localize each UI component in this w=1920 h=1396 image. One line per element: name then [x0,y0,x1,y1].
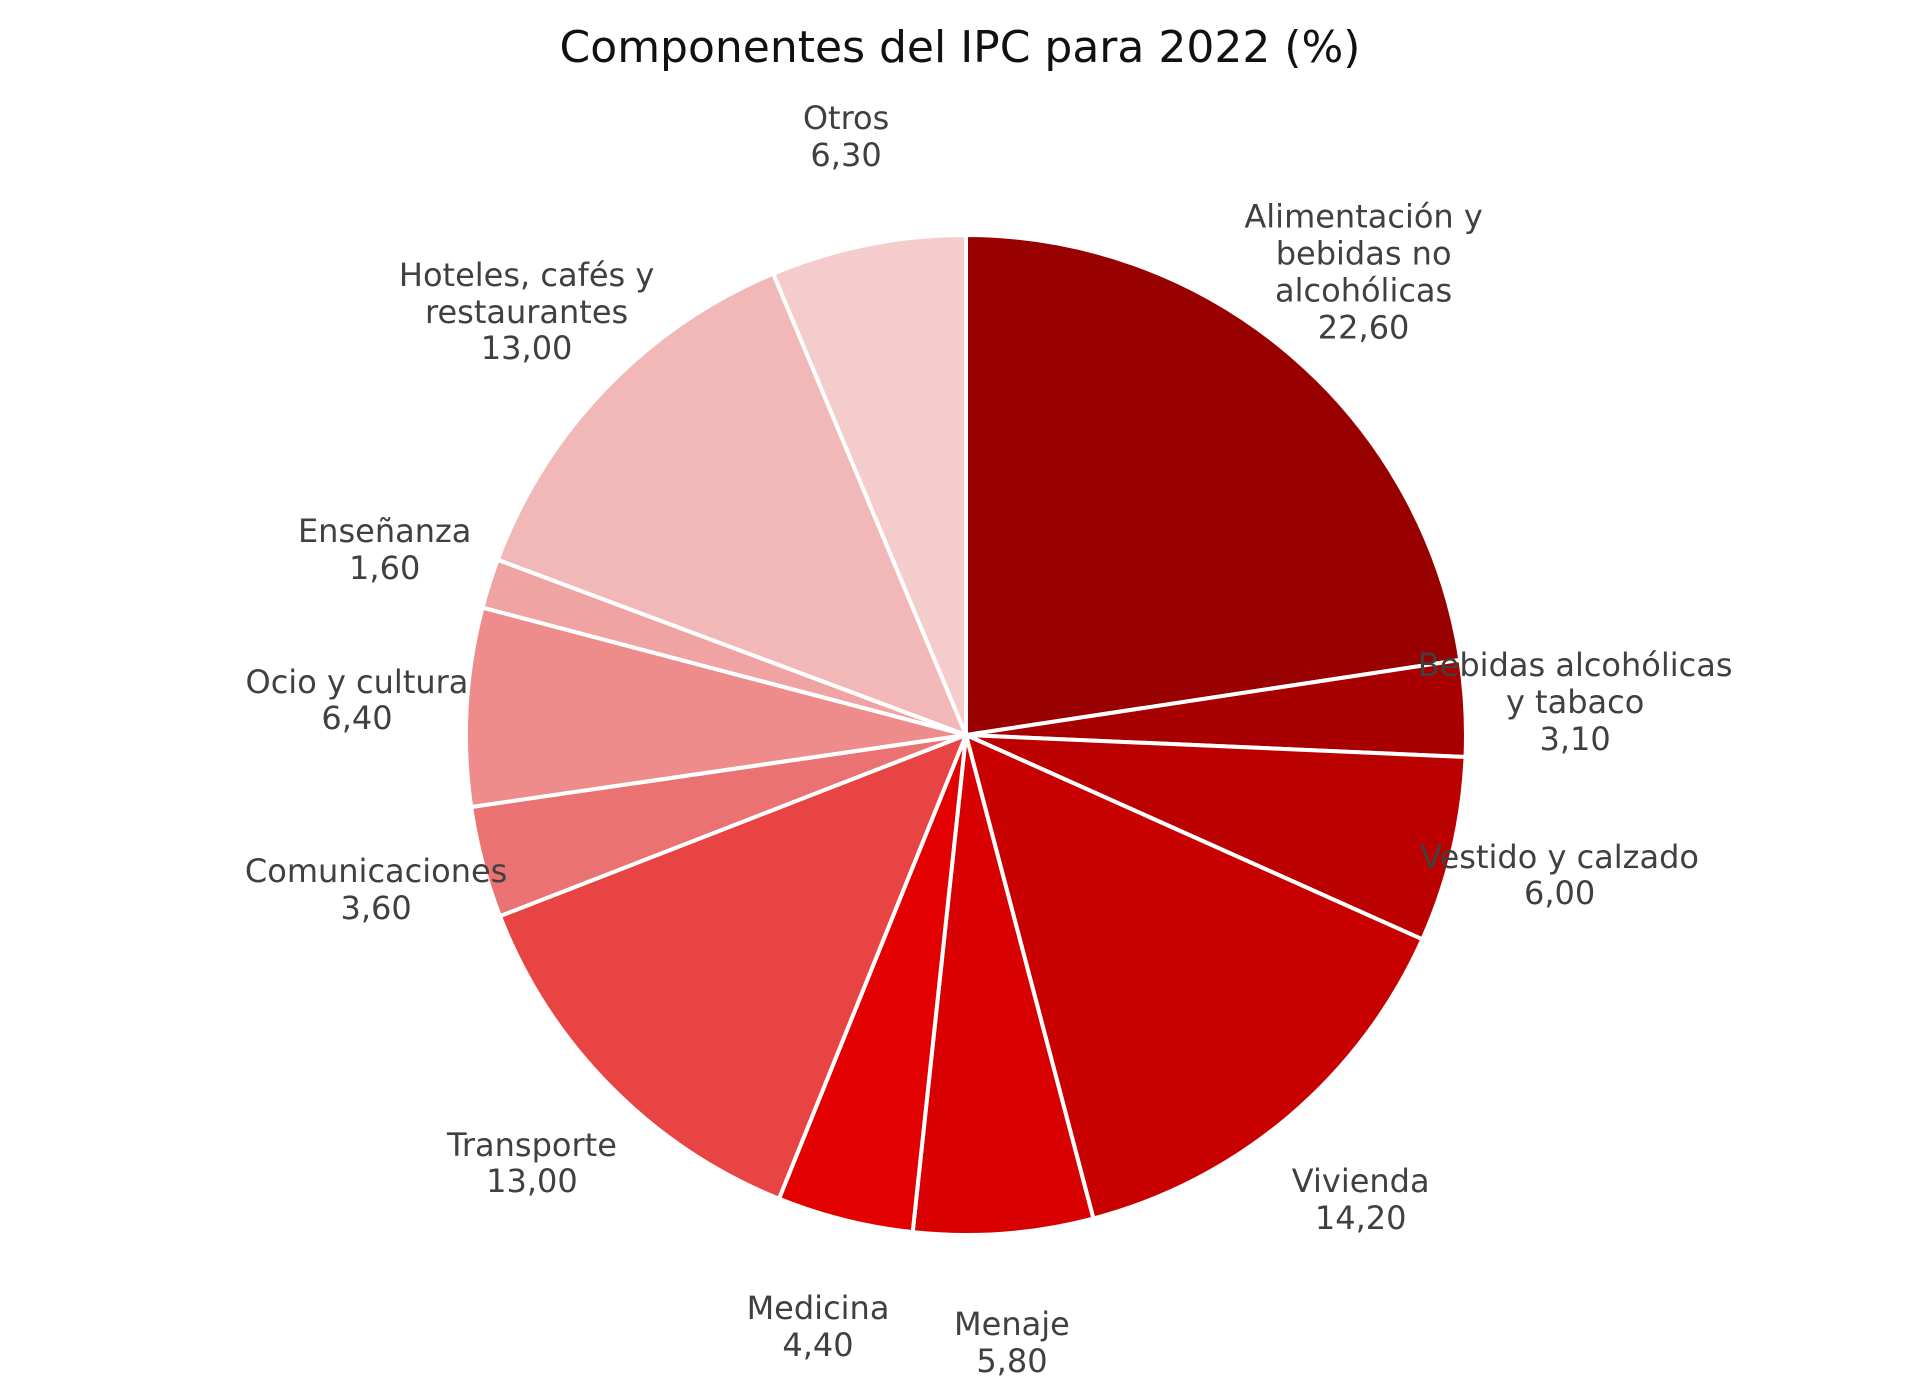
category-label: Comunicaciones [244,852,508,891]
slice-label: Medicina 4,40 [653,1290,983,1364]
slice-label: Transporte 13,00 [367,1127,697,1201]
chart-title: Componentes del IPC para 2022 (%) [559,22,1361,73]
slice-label: Bebidas alcohólicas y tabaco 3,10 [1410,647,1740,757]
slice-label: Enseñanza 1,60 [220,513,550,587]
category-label: Medicina [746,1288,890,1327]
value-label: 6,00 [1523,874,1596,913]
value-label: 22,60 [1317,308,1410,347]
pie-slice [964,733,1468,942]
category-label: Menaje [954,1305,1070,1344]
value-label: 14,20 [1314,1199,1407,1238]
slice-label: Comunicaciones 3,60 [211,852,541,928]
pie-slice [464,605,968,810]
pie-slice [964,733,1425,1221]
pie-slice [497,733,968,1201]
value-label: 13,00 [486,1162,578,1201]
pie-slice [771,233,968,737]
category-label: Alimentación y bebidas no alcohólicas [1244,197,1483,310]
pie-slice [910,733,1096,1237]
slice-label: Hoteles, cafés y restaurantes 13,00 [362,255,692,368]
value-label: 4,40 [782,1325,854,1364]
value-label: 5,80 [976,1342,1048,1381]
category-label: Hoteles, cafés y restaurantes [398,255,655,331]
category-label: Vivienda [1291,1162,1430,1201]
category-label: Vestido y calzado [1420,837,1699,876]
category-label: Enseñanza [297,512,472,551]
pie-slice [964,233,1463,737]
slice-label: Alimentación y bebidas no alcohólicas 22,… [1199,197,1529,347]
pie-slice [495,271,968,737]
category-label: Ocio y cultura [245,662,469,701]
category-label: Transporte [447,1125,617,1164]
value-label: 13,00 [480,329,573,368]
value-label: 1,60 [349,549,421,588]
value-label: 6,40 [321,699,393,738]
slice-label: Vestido y calzado 6,00 [1395,837,1725,913]
value-label: 3,10 [1539,719,1611,758]
category-label: Bebidas alcohólicas y tabaco [1417,646,1733,722]
slice-label: Ocio y cultura 6,40 [192,662,522,738]
value-label: 3,60 [340,889,412,928]
value-label: 6,30 [810,135,882,174]
slice-label: Otros 6,30 [681,100,1011,174]
slice-label: Vivienda 14,20 [1196,1163,1526,1237]
slice-label: Menaje 5,80 [847,1306,1177,1380]
category-label: Otros [802,99,890,138]
